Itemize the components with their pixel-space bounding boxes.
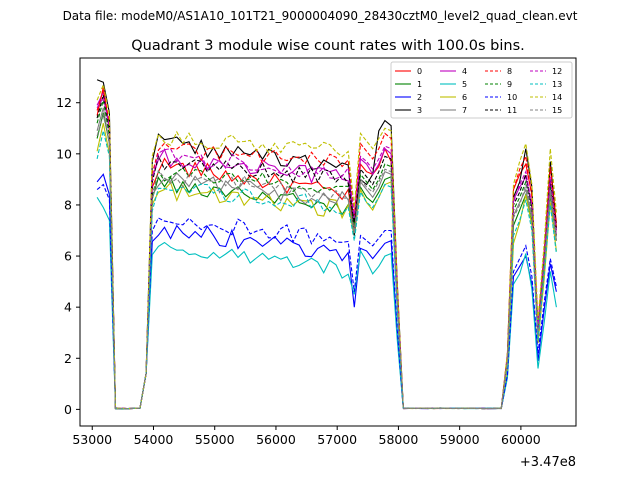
- legend-label-7: 7: [462, 106, 467, 115]
- x-tick-label: 58000: [379, 432, 419, 447]
- legend-label-3: 3: [417, 106, 422, 115]
- y-tick-label: 6: [64, 249, 72, 264]
- y-tick-label: 2: [64, 351, 72, 366]
- series-line-14: [96, 82, 404, 410]
- series-line-0: [403, 162, 557, 410]
- legend-label-6: 6: [462, 93, 467, 102]
- legend-label-14: 14: [552, 93, 562, 102]
- series-line-3: [96, 79, 404, 410]
- series-line-3: [403, 148, 557, 410]
- plot-frame: [79, 57, 577, 427]
- legend-label-12: 12: [552, 67, 562, 76]
- legend-label-11: 11: [507, 106, 517, 115]
- series-line-14: [403, 143, 557, 410]
- series-line-12: [96, 96, 404, 410]
- legend-label-4: 4: [462, 67, 467, 76]
- x-tick-label: 60000: [501, 432, 541, 447]
- legend-label-8: 8: [507, 67, 512, 76]
- legend-label-13: 13: [552, 80, 562, 89]
- series-line-5: [96, 197, 404, 410]
- series-lines: [96, 79, 557, 410]
- legend-box: [390, 61, 573, 119]
- x-tick-label: 59000: [440, 432, 480, 447]
- x-tick-label: 57000: [317, 432, 357, 447]
- legend-label-10: 10: [507, 93, 517, 102]
- series-line-11: [403, 172, 557, 410]
- axis-ticks: 53000 54000 55000 56000 57000 58000 59000 60000…: [56, 95, 541, 447]
- legend-label-0: 0: [417, 67, 422, 76]
- series-line-11: [96, 94, 404, 410]
- legend-label-15: 15: [552, 106, 562, 115]
- y-tick-label: 4: [64, 300, 72, 315]
- x-tick-label: 53000: [72, 432, 112, 447]
- series-line-5: [403, 253, 557, 410]
- y-tick-label: 12: [56, 95, 72, 110]
- series-line-8: [403, 154, 557, 410]
- x-tick-label: 56000: [256, 432, 296, 447]
- series-line-15: [403, 184, 557, 410]
- series-line-15: [96, 113, 404, 410]
- y-tick-label: 10: [56, 146, 72, 161]
- series-line-2: [403, 254, 557, 410]
- chart-title: Quadrant 3 module wise count rates with …: [131, 38, 525, 54]
- legend-label-5: 5: [462, 80, 467, 89]
- suptitle: Data file: modeM0/AS1A10_101T21_90000040…: [63, 9, 578, 23]
- legend-label-2: 2: [417, 93, 422, 102]
- series-line-0: [96, 87, 404, 410]
- x-offset-label: +3.47e8: [520, 455, 576, 470]
- legend-label-9: 9: [507, 80, 512, 89]
- series-line-9: [96, 100, 404, 410]
- series-line-7: [96, 107, 404, 410]
- x-tick-label: 54000: [134, 432, 174, 447]
- y-tick-label: 8: [64, 197, 72, 212]
- legend-label-1: 1: [417, 80, 422, 89]
- series-line-10: [96, 183, 404, 410]
- y-tick-label: 0: [64, 402, 72, 417]
- series-line-10: [403, 244, 557, 410]
- x-tick-label: 55000: [195, 432, 235, 447]
- series-line-8: [96, 89, 404, 410]
